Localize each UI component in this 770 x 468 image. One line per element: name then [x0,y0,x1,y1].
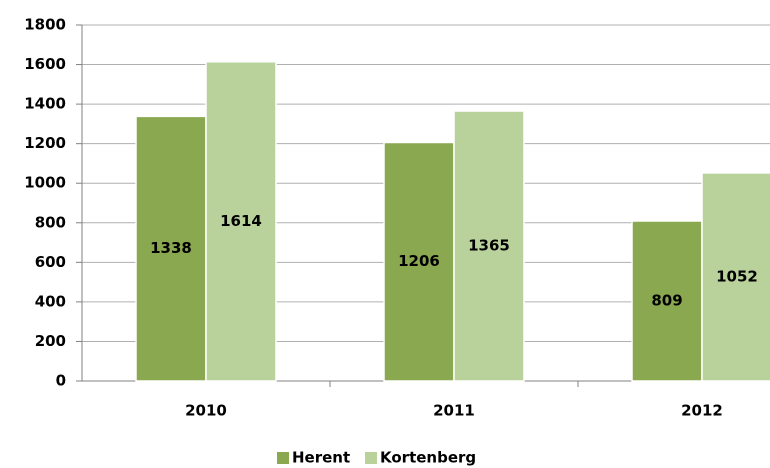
bar [383,141,455,382]
legend-label: Herent [292,449,350,467]
y-tick-label: 600 [35,253,66,271]
y-tick-label: 1800 [24,16,66,34]
y-tick-label: 1400 [24,95,66,113]
legend-label: Kortenberg [380,449,476,467]
legend-swatch [365,452,377,464]
data-label: 1052 [716,267,758,285]
x-tick-label: 2011 [433,402,475,420]
legend-swatch [277,452,289,464]
y-tick-label: 1200 [24,134,66,152]
y-tick-label: 0 [56,372,66,390]
y-tick-label: 200 [35,332,66,350]
x-tick-label: 2010 [185,402,227,420]
bar [135,115,207,382]
y-tick-label: 1000 [24,174,66,192]
bar [205,61,277,382]
bar [453,110,525,382]
data-label: 1338 [150,239,192,257]
data-label: 809 [651,291,682,309]
bar [631,220,703,382]
bar [701,172,770,382]
y-tick-label: 400 [35,292,66,310]
data-label: 1614 [220,212,262,230]
data-label: 1365 [468,237,510,255]
data-label: 1206 [398,252,440,270]
y-tick-label: 1600 [24,55,66,73]
x-tick-label: 2012 [681,402,723,420]
plot-area: 0 200 400 600 800 1000 1200 1400 1600 1800 2010 133… [24,16,770,467]
y-tick-label: 800 [35,213,66,231]
